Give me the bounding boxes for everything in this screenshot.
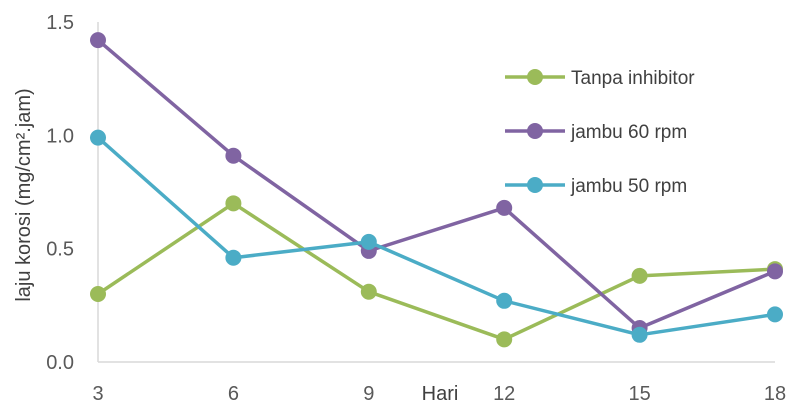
y-tick-label: 0.5 (46, 239, 74, 261)
legend-marker (527, 177, 543, 193)
legend-marker (527, 69, 543, 85)
data-point (631, 267, 648, 284)
x-tick-label: 15 (628, 383, 650, 405)
legend-label: Tanpa inhibitor (571, 68, 695, 89)
data-point (631, 326, 648, 343)
data-point (496, 331, 513, 348)
legend-marker (527, 123, 543, 139)
x-axis-title: Hari (422, 383, 459, 405)
data-point (90, 286, 106, 302)
legend-item: jambu 60 rpm (505, 122, 687, 143)
y-tick-label: 0.0 (46, 352, 74, 374)
data-point (767, 263, 783, 280)
y-axis-title: laju korosi (mg/cm².jam) (13, 88, 35, 301)
legend-label: jambu 50 rpm (570, 176, 687, 197)
series-line (96, 38, 776, 330)
series-2 (90, 129, 783, 343)
series-1 (90, 32, 783, 336)
legend-item: jambu 50 rpm (505, 176, 687, 197)
x-tick-labels: 3 6 9 12 15 18 (92, 383, 786, 405)
data-point (496, 292, 513, 309)
series-layer (90, 32, 783, 348)
series-line (97, 201, 776, 342)
data-point (90, 129, 106, 146)
data-point (225, 195, 242, 212)
data-point (225, 249, 242, 266)
data-point (90, 32, 106, 49)
y-tick-label: 1.0 (46, 125, 74, 147)
data-point (496, 199, 513, 216)
data-point (360, 283, 377, 300)
legend-label: jambu 60 rpm (570, 122, 687, 143)
legend: Tanpa inhibitor jambu 60 rpm jambu 50 rpm (505, 68, 695, 197)
y-tick-label: 1.5 (46, 12, 74, 34)
data-point (225, 147, 242, 164)
y-tick-labels: 0.0 0.5 1.0 1.5 (46, 12, 74, 374)
x-tick-label: 18 (764, 383, 786, 405)
x-tick-label: 9 (363, 383, 374, 405)
x-tick-label: 12 (493, 383, 515, 405)
data-point (360, 233, 377, 250)
legend-item: Tanpa inhibitor (505, 68, 695, 89)
x-tick-label: 6 (228, 383, 239, 405)
series-line (96, 136, 776, 337)
x-tick-label: 3 (92, 383, 103, 405)
data-point (767, 306, 783, 323)
